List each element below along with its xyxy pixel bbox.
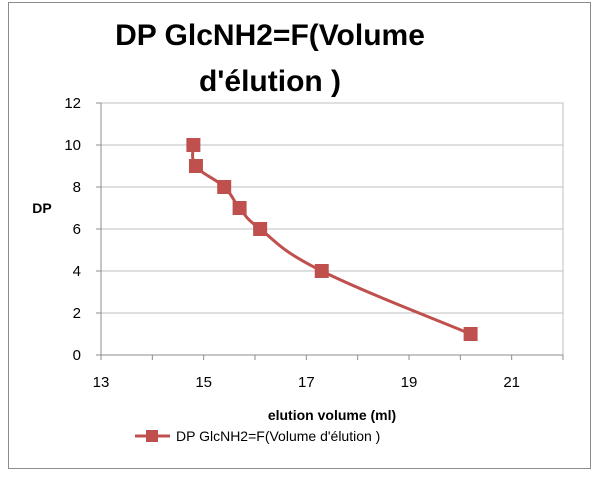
y-tick-label: 6 xyxy=(73,221,81,238)
chart-title-line-2: d'élution ) xyxy=(199,65,341,98)
legend-label: DP GlcNH2=F(Volume d'élution ) xyxy=(176,428,380,444)
x-tick-label: 19 xyxy=(401,374,418,391)
data-point-marker xyxy=(463,327,478,341)
y-tick-label: 12 xyxy=(64,95,81,112)
x-tick-label: 13 xyxy=(93,374,110,391)
y-tick-label: 8 xyxy=(73,179,81,196)
y-tick-label: 10 xyxy=(64,137,81,154)
data-point-marker xyxy=(217,180,232,194)
series-group xyxy=(186,138,478,341)
legend-marker-swatch xyxy=(146,430,158,442)
y-tick-label: 4 xyxy=(73,263,81,280)
y-tick-label: 0 xyxy=(73,347,81,364)
data-point-marker xyxy=(232,201,247,215)
x-tick-label: 15 xyxy=(195,374,212,391)
data-point-marker xyxy=(314,264,329,278)
data-point-marker xyxy=(253,222,268,236)
legend: DP GlcNH2=F(Volume d'élution ) xyxy=(135,428,380,444)
y-tick-label: 2 xyxy=(73,305,81,322)
x-tick-label: 17 xyxy=(298,374,315,391)
tick-labels: 0 2 4 6 8 10 12 13 15 17 19 21 xyxy=(64,95,520,391)
data-point-marker xyxy=(188,159,203,173)
axes xyxy=(96,102,564,360)
y-axis-title: DP xyxy=(32,200,51,216)
data-point-marker xyxy=(186,138,201,152)
chart-title-line-1: DP GlcNH2=F(Volume xyxy=(115,19,425,52)
x-axis-title: elution volume (ml) xyxy=(268,407,396,423)
x-tick-label: 21 xyxy=(503,374,520,391)
gridlines xyxy=(101,102,563,314)
